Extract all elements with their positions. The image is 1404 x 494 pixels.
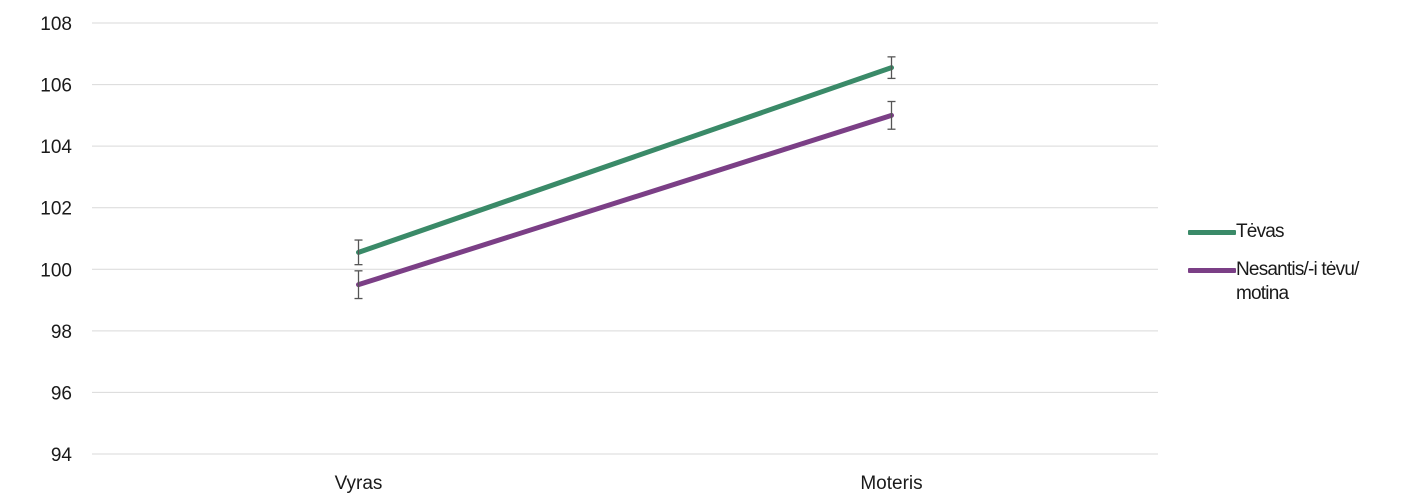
series-lines — [356, 65, 894, 288]
y-tick-label: 94 — [51, 445, 73, 466]
legend: Tėvas Nesantis/-i tėvu/ motina — [1188, 220, 1388, 320]
y-tick-label: 102 — [40, 199, 72, 220]
error-bar — [887, 56, 896, 80]
series-line-1 — [356, 65, 894, 255]
error-bar — [354, 239, 363, 266]
y-tick-label: 104 — [40, 137, 72, 158]
y-axis-ticks: 94 96 98 100 102 104 106 108 — [40, 14, 72, 466]
legend-item-series-2: Nesantis/-i tėvu/ motina — [1188, 258, 1388, 306]
x-axis-ticks: Vyras Moteris — [335, 473, 923, 494]
legend-label-series-1: Tėvas — [1236, 221, 1285, 242]
y-tick-label: 108 — [40, 14, 72, 35]
error-bar — [887, 100, 896, 130]
x-tick-label: Vyras — [335, 473, 383, 494]
y-tick-label: 106 — [40, 76, 72, 97]
series-line-2 — [356, 112, 894, 288]
legend-swatch-series-2 — [1188, 268, 1236, 273]
legend-swatch-series-1 — [1188, 230, 1236, 235]
y-tick-label: 100 — [40, 260, 72, 281]
legend-label-series-2: Nesantis/-i tėvu/ motina — [1236, 259, 1359, 304]
y-tick-label: 98 — [51, 322, 72, 343]
error-bars — [354, 56, 896, 300]
y-tick-label: 96 — [51, 383, 72, 404]
gridlines — [92, 22, 1158, 455]
x-tick-label: Moteris — [860, 473, 922, 494]
error-bar — [354, 270, 363, 300]
legend-item-series-1: Tėvas — [1188, 220, 1388, 244]
